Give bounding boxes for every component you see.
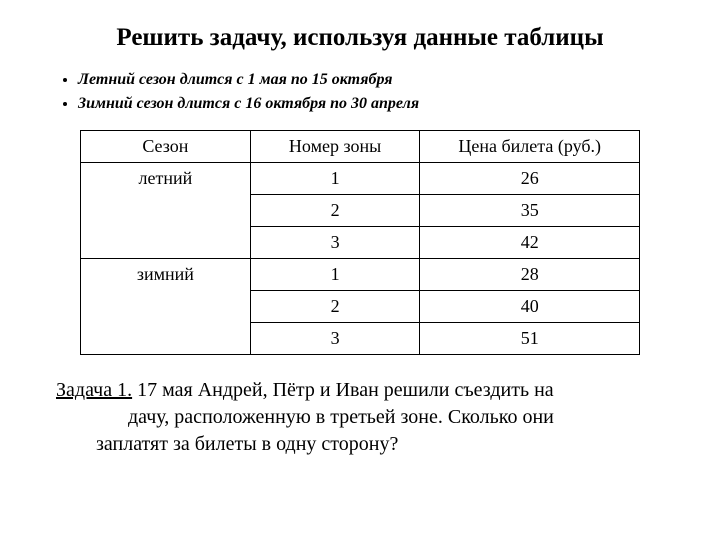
cell-price: 28 [420,259,640,291]
page: Решить задачу, используя данные таблицы … [0,0,720,458]
cell-zone: 1 [250,163,420,195]
price-table: Сезон Номер зоны Цена билета (руб.) летн… [80,130,640,355]
table-row: зимний 1 28 [81,259,640,291]
cell-price: 26 [420,163,640,195]
season-notes-list: Летний сезон длится с 1 мая по 15 октябр… [50,68,670,116]
cell-price: 42 [420,227,640,259]
list-item: Зимний сезон длится с 16 октября по 30 а… [78,92,670,116]
col-header-price: Цена билета (руб.) [420,131,640,163]
cell-zone: 3 [250,323,420,355]
list-item: Летний сезон длится с 1 мая по 15 октябр… [78,68,670,92]
page-title: Решить задачу, используя данные таблицы [50,24,670,52]
col-header-season: Сезон [81,131,251,163]
task-text: Задача 1. 17 мая Андрей, Пётр и Иван реш… [50,377,670,458]
task-line-3: заплатят за билеты в одну сторону? [56,431,664,458]
task-line-2: дачу, расположенную в третьей зоне. Скол… [56,404,664,431]
task-label: Задача 1. [56,379,132,401]
col-header-zone: Номер зоны [250,131,420,163]
cell-price: 35 [420,195,640,227]
cell-zone: 3 [250,227,420,259]
cell-price: 51 [420,323,640,355]
cell-price: 40 [420,291,640,323]
table-row: летний 1 26 [81,163,640,195]
task-line-1: 17 мая Андрей, Пётр и Иван решили съезди… [132,379,554,401]
cell-zone: 1 [250,259,420,291]
table-header-row: Сезон Номер зоны Цена билета (руб.) [81,131,640,163]
cell-season: зимний [81,259,251,355]
cell-zone: 2 [250,195,420,227]
cell-season: летний [81,163,251,259]
cell-zone: 2 [250,291,420,323]
